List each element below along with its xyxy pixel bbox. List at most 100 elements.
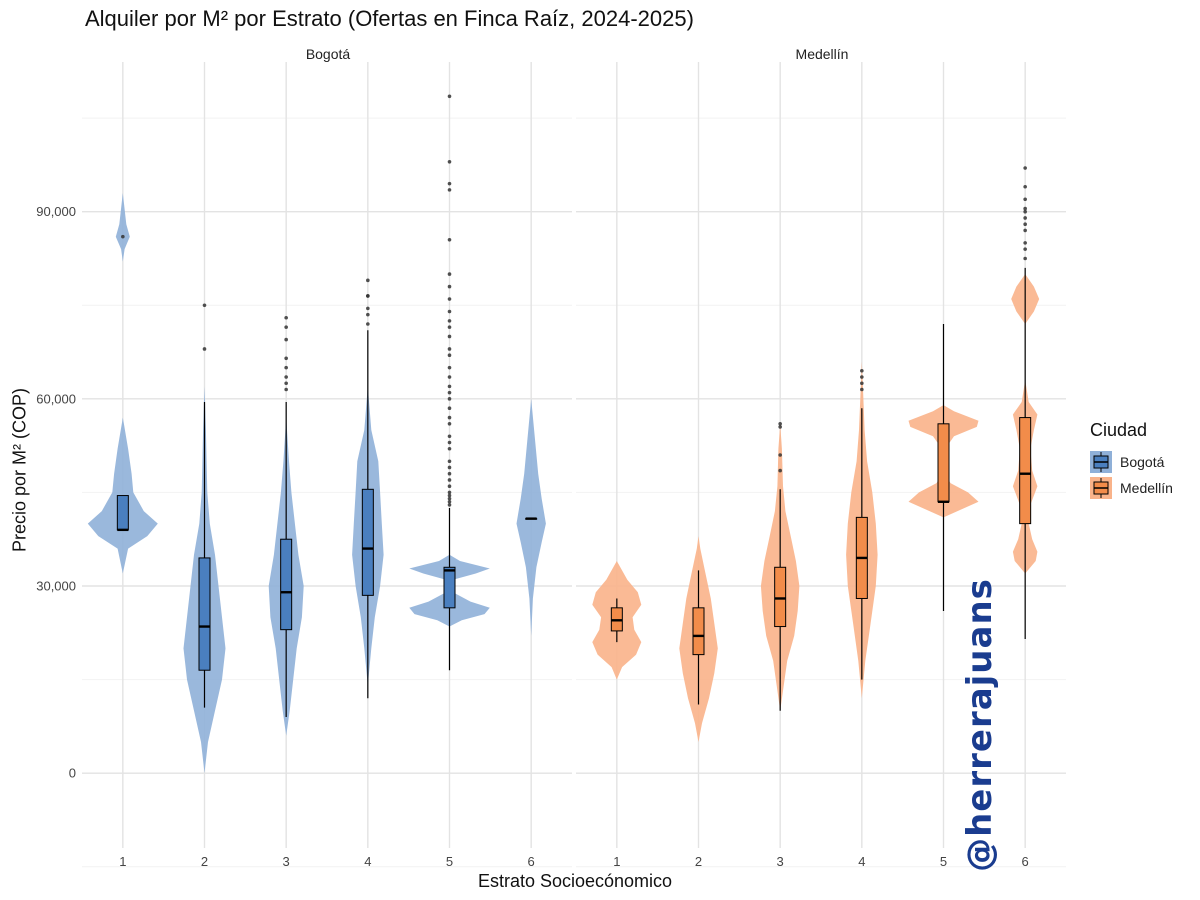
outlier-point [447,390,452,395]
x-tick-label: 1 [613,854,620,869]
series-Bogotá-1 [87,193,158,574]
outlier-point [366,322,370,326]
x-tick-label: 6 [1022,854,1029,869]
y-tick-label: 0 [69,766,76,781]
outlier-point [366,306,370,311]
series-Medellín-4 [846,361,878,699]
outlier-point [860,387,864,392]
outlier-point [447,434,452,439]
outlier-point [447,471,452,476]
outlier-point [447,309,452,314]
legend-key-medellin [1090,477,1112,499]
outlier-point [860,375,864,379]
x-tick-label: 4 [364,854,371,869]
x-tick-label: 6 [528,854,535,869]
x-tick-label: 3 [777,854,784,869]
outlier-point [447,499,452,504]
outlier-point [778,425,782,429]
outlier-point [447,496,452,501]
facet-label-medellin: Medellín [795,46,849,62]
outlier-point [447,181,452,186]
outlier-point [778,453,782,457]
box [774,566,787,628]
outlier-point [447,284,452,289]
legend-label-medellin: Medellín [1120,480,1173,496]
legend-title: Ciudad [1090,420,1148,440]
box [692,607,705,656]
watermark-handle: @herrerajuans [960,578,1000,872]
outlier-point [1023,216,1027,220]
outlier-point [447,493,452,498]
y-tick-label: 90,000 [36,204,76,219]
outlier-point [447,384,452,389]
outlier-point [1023,184,1027,189]
x-axis-title: Estrato Socioecónomico [477,871,673,891]
series-Medellín-2 [679,536,718,742]
outlier-point [447,272,452,276]
series-Bogotá-2 [183,303,226,774]
outlier-point [447,347,452,351]
outlier-point [447,440,452,445]
box [443,566,456,609]
series-Bogotá-4 [352,278,384,699]
outlier-point [284,381,288,386]
outlier-point [1023,166,1027,170]
outlier-point [1023,256,1027,261]
series-Bogotá-3 [268,315,304,736]
y-tick-label: 30,000 [36,579,76,594]
series-Medellín-1 [592,561,642,680]
series-Medellín-5 [908,324,979,611]
box [361,488,374,596]
outlier-point [778,468,782,473]
outlier-point [447,297,452,301]
outlier-point [860,381,864,386]
outlier-point [284,375,288,379]
outlier-point [860,368,864,373]
outlier-point [447,325,452,329]
x-tick-label: 5 [446,854,453,869]
outlier-point [447,503,452,507]
facet-label-bogota: Bogotá [305,46,351,62]
legend: Ciudad Bogotá Medellín [1090,420,1173,501]
outlier-point [284,337,288,342]
legend-key-bogota [1090,451,1112,473]
outlier-point [1023,222,1027,226]
series-Medellín-6 [1011,166,1040,640]
outlier-point [447,397,452,401]
x-tick-label: 4 [858,854,865,869]
outlier-point [284,387,288,392]
outlier-point [447,465,452,470]
outlier-point [121,234,125,239]
outlier-point [447,237,452,242]
outlier-point [447,459,452,464]
chart-title: Alquiler por M² por Estrato (Ofertas en … [85,6,694,31]
x-tick-label: 2 [695,854,702,869]
outlier-point [447,188,452,192]
outlier-point [1023,241,1027,245]
panel-grid-0 [82,62,572,868]
box [198,557,211,671]
outlier-point [202,347,207,351]
series-Medellín-3 [760,422,800,711]
outlier-point [366,278,370,283]
outlier-point [447,406,452,411]
outlier-point [202,303,207,308]
x-tick-label: 1 [119,854,126,869]
outlier-point [447,365,452,370]
outlier-point [447,160,452,164]
y-axis-title: Precio por M² (COP) [9,387,30,553]
outlier-point [778,422,782,426]
legend-item-bogota: Bogotá [1090,449,1173,475]
outlier-point [447,490,452,495]
outlier-point [284,356,288,361]
outlier-point [447,334,452,339]
box [1019,417,1032,525]
legend-item-medellin: Medellín [1090,475,1173,501]
outlier-point [447,484,452,488]
outlier-point [447,415,452,420]
box [280,538,293,631]
outlier-point [447,353,452,357]
outlier-point [1023,209,1027,214]
outlier-point [447,446,452,451]
outlier-point [366,312,370,317]
